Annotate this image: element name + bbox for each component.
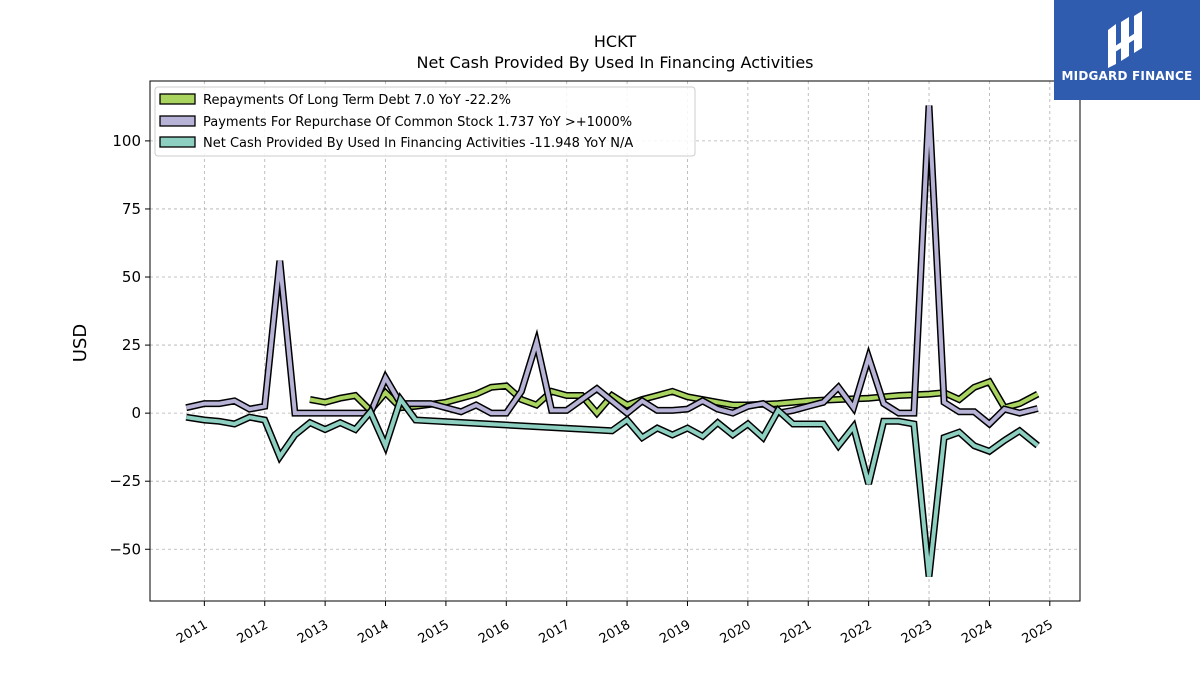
- x-tick-label: 2015: [416, 617, 452, 647]
- series-2: [185, 105, 1039, 429]
- legend-box: [154, 86, 696, 157]
- series-line: [185, 395, 1039, 577]
- x-tick-label: 2017: [537, 617, 573, 647]
- y-tick-label: 75: [122, 200, 141, 218]
- legend-label-repurchase: Payments For Repurchase Of Common Stock …: [203, 115, 632, 130]
- chart-title: HCKT: [594, 32, 636, 51]
- x-tick-label: 2023: [899, 617, 935, 647]
- legend: Repayments Of Long Term Debt 7.0 YoY -22…: [154, 86, 696, 157]
- y-tick-label: 0: [131, 404, 141, 422]
- grid-lines: [150, 81, 1080, 601]
- midgard-logo-icon: [1108, 11, 1142, 68]
- plot-frame: [149, 80, 1081, 602]
- x-tick-label: 2020: [718, 617, 754, 647]
- chart-subtitle: Net Cash Provided By Used In Financing A…: [416, 53, 813, 72]
- x-tick-label: 2019: [657, 617, 693, 647]
- x-tick-label: 2024: [959, 617, 995, 647]
- x-tick-label: 2012: [235, 617, 271, 647]
- legend-swatch-repayments: [159, 93, 196, 105]
- legend-label-net-cash: Net Cash Provided By Used In Financing A…: [203, 136, 633, 151]
- series-line: [185, 105, 1039, 427]
- x-tick-label: 2021: [778, 617, 814, 647]
- legend-entry-net-cash: Net Cash Provided By Used In Financing A…: [159, 136, 633, 151]
- logo-text: MIDGARD FINANCE: [1061, 69, 1193, 83]
- y-tick-label: 100: [112, 132, 141, 150]
- y-tick-label: −50: [109, 540, 141, 558]
- x-tick-label: 2016: [476, 617, 512, 647]
- x-tick-label: 2022: [838, 617, 874, 647]
- y-tick-label: 50: [122, 268, 141, 286]
- legend-swatch-net-cash: [159, 136, 196, 148]
- y-tick-label: 25: [122, 336, 141, 354]
- legend-entry-repayments: Repayments Of Long Term Debt 7.0 YoY -22…: [159, 93, 511, 108]
- x-tick-label: 2025: [1020, 617, 1056, 647]
- x-tick-label: 2018: [597, 617, 633, 647]
- series-layer: [185, 105, 1040, 577]
- y-axis-label: USD: [70, 324, 91, 362]
- x-tick-label: 2014: [355, 617, 391, 647]
- midgard-finance-logo: MIDGARD FINANCE: [1054, 0, 1200, 100]
- legend-swatch-repurchase: [159, 115, 196, 127]
- y-tick-label: −25: [109, 472, 141, 490]
- legend-entry-repurchase: Payments For Repurchase Of Common Stock …: [159, 115, 632, 130]
- x-tick-label: 2013: [295, 617, 331, 647]
- series-3: [185, 391, 1040, 577]
- x-tick-label: 2011: [174, 617, 210, 647]
- legend-label-repayments: Repayments Of Long Term Debt 7.0 YoY -22…: [203, 93, 511, 108]
